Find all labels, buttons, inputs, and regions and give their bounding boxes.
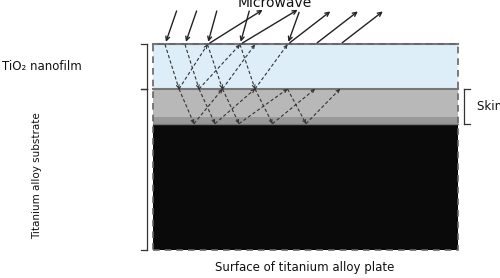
Bar xyxy=(152,44,458,89)
Text: Microwave: Microwave xyxy=(238,0,312,10)
Text: Skin depth: Skin depth xyxy=(476,100,500,113)
Text: TiO₂ nanofilm: TiO₂ nanofilm xyxy=(2,60,82,73)
Bar xyxy=(152,117,458,124)
Bar xyxy=(152,89,458,124)
Text: Surface of titanium alloy plate: Surface of titanium alloy plate xyxy=(216,261,394,274)
Text: Titanium alloy substrate: Titanium alloy substrate xyxy=(32,112,42,239)
Bar xyxy=(152,44,458,250)
Bar xyxy=(152,124,458,250)
